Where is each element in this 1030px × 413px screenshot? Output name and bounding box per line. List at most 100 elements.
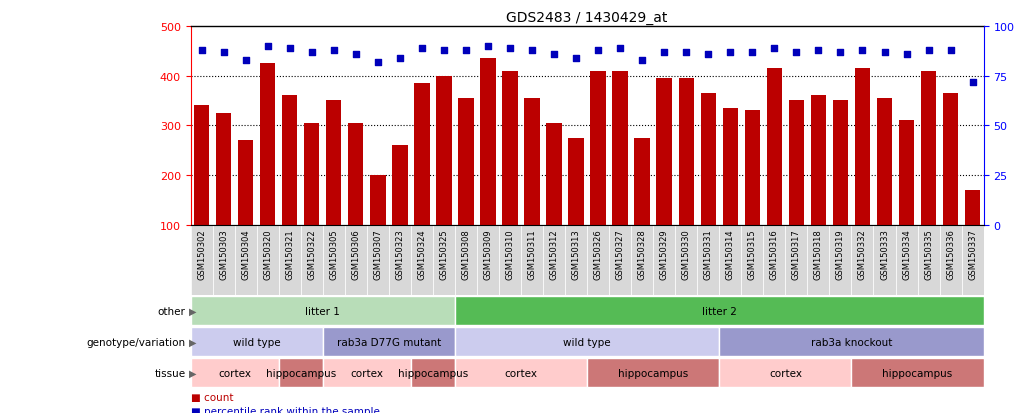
- Bar: [322, 328, 455, 356]
- Point: [766, 45, 783, 52]
- Text: hippocampus: hippocampus: [883, 368, 953, 378]
- Bar: [565, 225, 587, 295]
- Text: GSM150318: GSM150318: [814, 228, 823, 279]
- Text: GSM150335: GSM150335: [924, 228, 933, 279]
- Point: [811, 47, 827, 54]
- Point: [237, 57, 253, 64]
- Bar: [282, 96, 298, 225]
- Bar: [679, 79, 694, 225]
- Bar: [942, 94, 958, 225]
- Bar: [546, 123, 561, 225]
- Text: GSM150334: GSM150334: [902, 228, 912, 279]
- Point: [633, 57, 650, 64]
- Text: GSM150328: GSM150328: [638, 228, 647, 279]
- Text: GSM150322: GSM150322: [307, 228, 316, 279]
- Bar: [191, 328, 322, 356]
- Bar: [191, 358, 279, 387]
- Text: GSM150313: GSM150313: [572, 228, 581, 279]
- Text: rab3a knockout: rab3a knockout: [811, 337, 892, 347]
- Bar: [191, 225, 212, 295]
- Text: wild type: wild type: [233, 337, 280, 347]
- Point: [877, 49, 893, 56]
- Bar: [962, 225, 984, 295]
- Text: cortex: cortex: [768, 368, 802, 378]
- Text: GSM150307: GSM150307: [373, 228, 382, 279]
- Bar: [191, 297, 455, 325]
- Point: [347, 51, 364, 58]
- Text: GSM150310: GSM150310: [506, 228, 515, 279]
- Bar: [411, 225, 433, 295]
- Bar: [455, 328, 719, 356]
- Bar: [899, 121, 915, 225]
- Text: GSM150308: GSM150308: [461, 228, 471, 279]
- Bar: [587, 358, 719, 387]
- Bar: [939, 225, 962, 295]
- Bar: [345, 225, 367, 295]
- Bar: [590, 71, 606, 225]
- Bar: [503, 71, 518, 225]
- Point: [391, 55, 408, 62]
- Bar: [789, 101, 804, 225]
- Text: GSM150311: GSM150311: [527, 228, 537, 279]
- Point: [964, 79, 981, 85]
- Point: [832, 49, 849, 56]
- Bar: [389, 225, 411, 295]
- Bar: [458, 99, 474, 225]
- Point: [700, 51, 717, 58]
- Point: [656, 49, 673, 56]
- Bar: [855, 69, 870, 225]
- Bar: [279, 358, 322, 387]
- Point: [370, 59, 386, 66]
- Text: ■ percentile rank within the sample: ■ percentile rank within the sample: [191, 406, 379, 413]
- Point: [942, 47, 959, 54]
- Point: [194, 47, 210, 54]
- Text: GDS2483 / 1430429_at: GDS2483 / 1430429_at: [507, 11, 667, 25]
- Text: GSM150333: GSM150333: [880, 228, 889, 279]
- Bar: [895, 225, 918, 295]
- Text: rab3a D77G mutant: rab3a D77G mutant: [337, 337, 441, 347]
- Text: cortex: cortex: [505, 368, 538, 378]
- Bar: [873, 225, 895, 295]
- Text: GSM150304: GSM150304: [241, 228, 250, 279]
- Bar: [414, 84, 430, 225]
- Bar: [719, 225, 742, 295]
- Bar: [719, 358, 852, 387]
- Text: tissue: tissue: [154, 368, 185, 378]
- Text: GSM150316: GSM150316: [769, 228, 779, 279]
- Point: [304, 49, 320, 56]
- Text: GSM150315: GSM150315: [748, 228, 757, 279]
- Bar: [521, 225, 543, 295]
- Point: [590, 47, 607, 54]
- Point: [546, 51, 562, 58]
- Bar: [918, 225, 939, 295]
- Text: GSM150331: GSM150331: [703, 228, 713, 279]
- Text: GSM150306: GSM150306: [351, 228, 360, 279]
- Bar: [808, 225, 829, 295]
- Bar: [697, 225, 719, 295]
- Text: GSM150336: GSM150336: [947, 228, 955, 279]
- Bar: [766, 69, 782, 225]
- Bar: [477, 225, 499, 295]
- Text: GSM150302: GSM150302: [197, 228, 206, 279]
- Text: cortex: cortex: [350, 368, 383, 378]
- Bar: [480, 59, 495, 225]
- Bar: [852, 225, 873, 295]
- Text: GSM150314: GSM150314: [726, 228, 734, 279]
- Point: [215, 49, 232, 56]
- Text: GSM150305: GSM150305: [330, 228, 338, 279]
- Text: GSM150330: GSM150330: [682, 228, 691, 279]
- Bar: [785, 225, 808, 295]
- Bar: [634, 138, 650, 225]
- Bar: [256, 225, 279, 295]
- Bar: [569, 138, 584, 225]
- Bar: [965, 190, 981, 225]
- Bar: [921, 71, 936, 225]
- Point: [457, 47, 474, 54]
- Bar: [304, 123, 319, 225]
- Bar: [811, 96, 826, 225]
- Bar: [322, 225, 345, 295]
- Text: GSM150327: GSM150327: [616, 228, 624, 279]
- Point: [281, 45, 298, 52]
- Text: GSM150303: GSM150303: [219, 228, 228, 279]
- Bar: [455, 358, 587, 387]
